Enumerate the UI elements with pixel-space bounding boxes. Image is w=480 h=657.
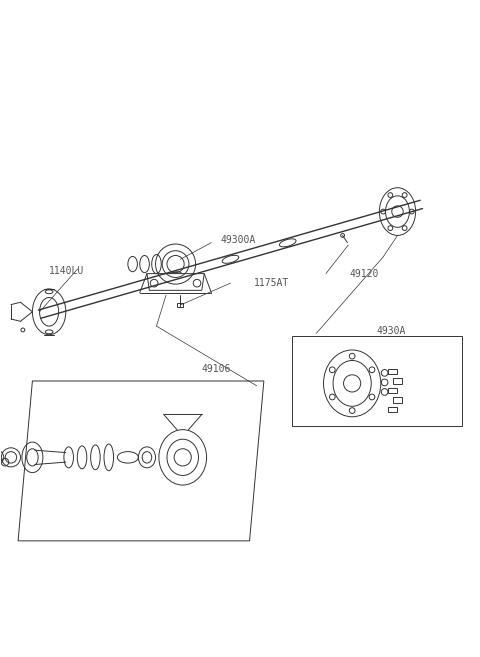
Text: 49120: 49120 [350,269,379,279]
Text: 1175AT: 1175AT [254,278,289,288]
Bar [393,378,402,384]
Bar [388,388,397,394]
Text: 4930A: 4930A [376,326,406,336]
Bar [388,407,397,413]
Text: 1140LU: 1140LU [49,266,84,276]
Polygon shape [18,381,264,541]
Text: 49106: 49106 [202,364,231,374]
Bar [388,369,397,374]
Text: 49300A: 49300A [221,235,256,245]
Bar [393,397,402,403]
Polygon shape [292,336,462,426]
Bar [178,304,183,307]
Polygon shape [147,273,204,290]
